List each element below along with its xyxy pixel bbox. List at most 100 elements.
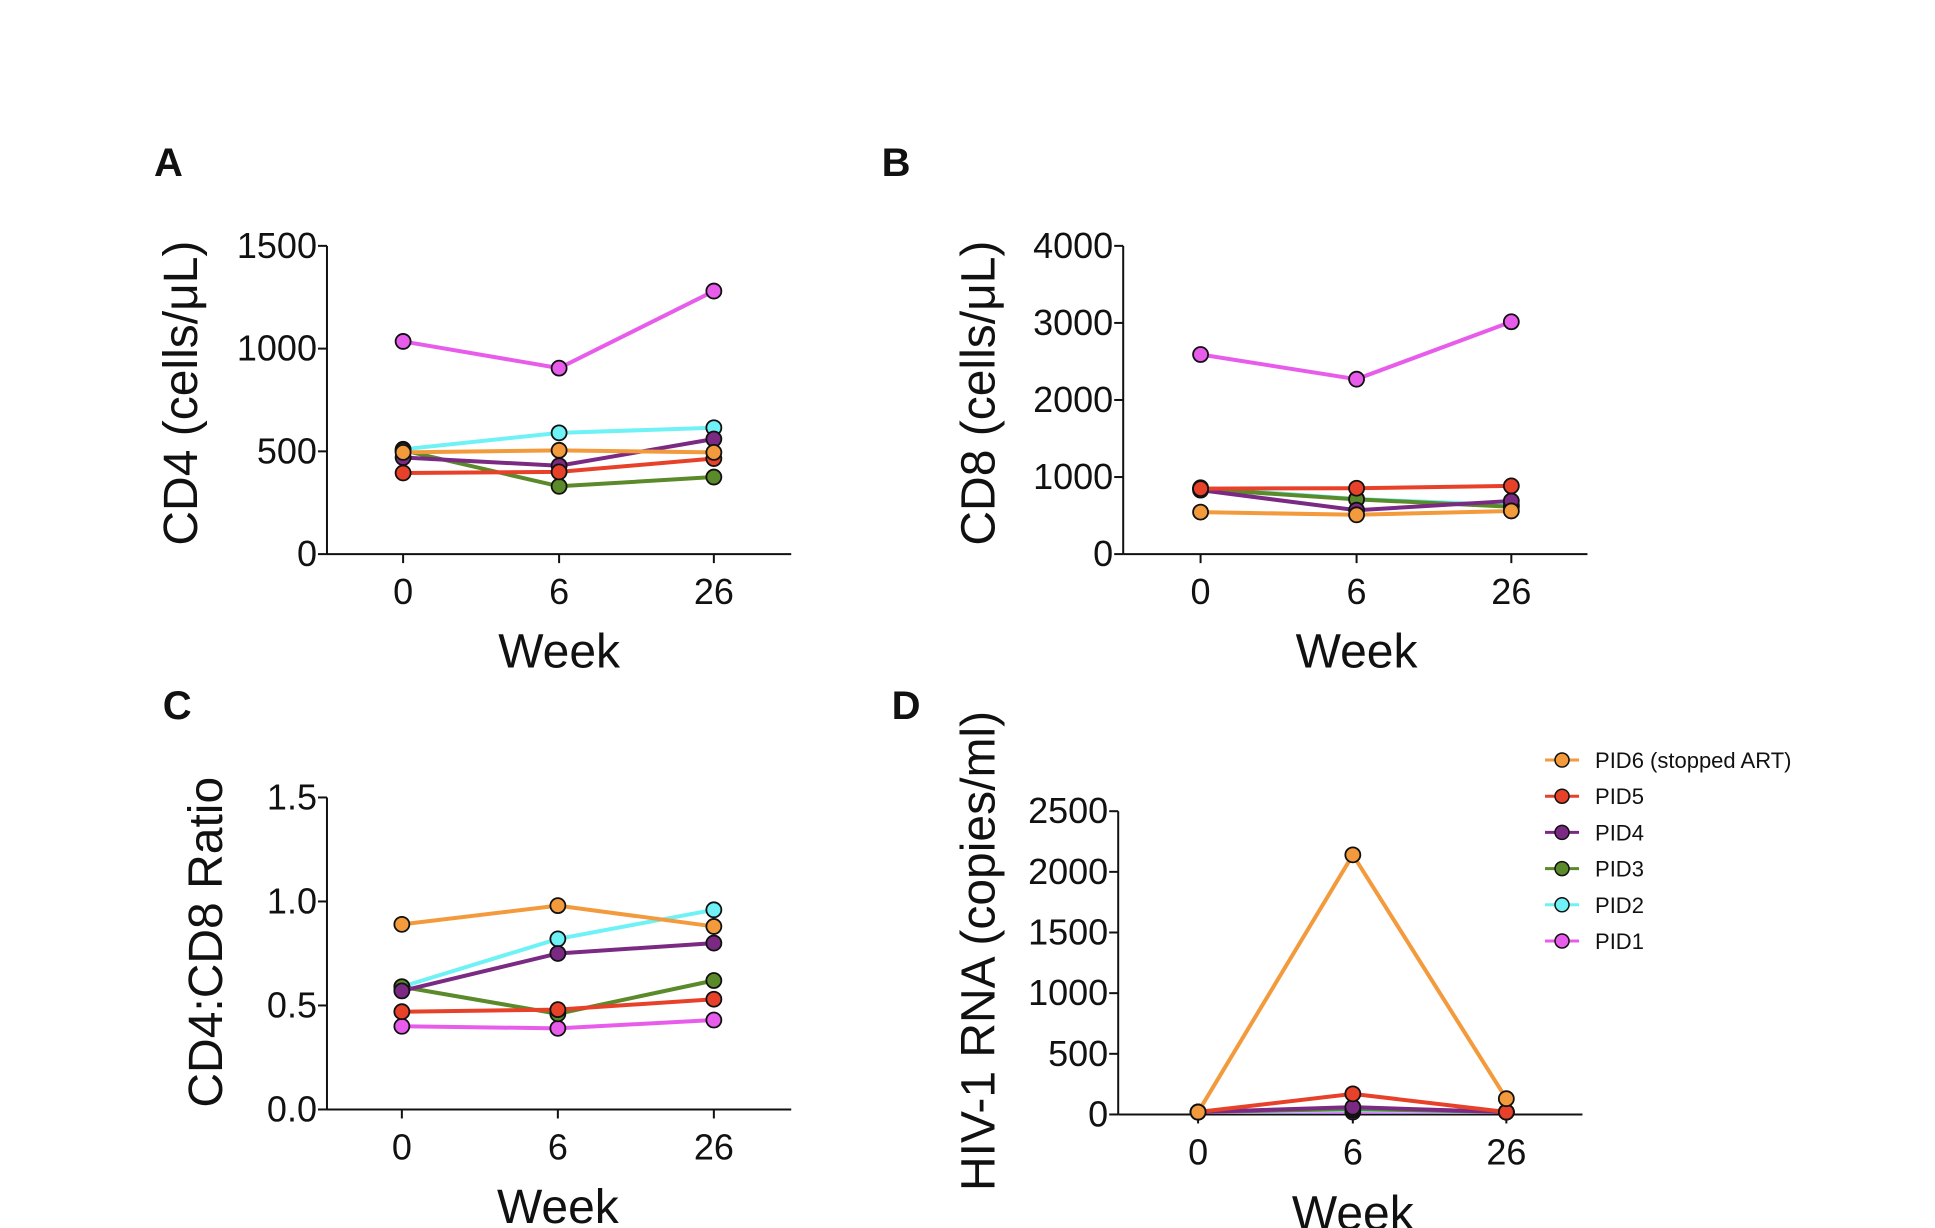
x-axis-title: Week — [497, 1181, 620, 1228]
data-point — [549, 1001, 567, 1019]
x-tick-label: 26 — [1491, 571, 1531, 612]
y-tick-label: 0 — [1088, 1093, 1108, 1134]
x-axis-title: Week — [498, 626, 621, 679]
y-tick-label: 500 — [257, 430, 317, 471]
y-tick-label: 2500 — [1028, 790, 1108, 831]
series-pid6 — [393, 897, 723, 935]
data-point — [550, 463, 568, 481]
legend-marker — [1554, 897, 1570, 913]
data-point — [1502, 313, 1520, 331]
y-tick-label: 0.0 — [267, 1088, 317, 1129]
data-point — [393, 915, 411, 933]
x-tick-label: 6 — [1347, 571, 1367, 612]
legend-item: PID6 (stopped ART) — [1545, 748, 1791, 773]
legend-marker — [1554, 933, 1570, 949]
data-point — [1497, 1090, 1515, 1108]
data-point — [550, 441, 568, 459]
legend-label: PID5 — [1595, 784, 1644, 809]
data-point — [550, 477, 568, 495]
data-point — [705, 990, 723, 1008]
data-point — [393, 1003, 411, 1021]
x-tick-label: 0 — [1188, 1131, 1208, 1172]
legend-marker — [1554, 788, 1570, 804]
data-point — [705, 918, 723, 935]
data-point — [705, 901, 723, 919]
data-point — [1348, 506, 1365, 524]
y-axis-title: CD4 (cells/μL) — [155, 241, 208, 546]
data-point — [1344, 846, 1362, 864]
legend-marker — [1554, 824, 1570, 841]
legend-item: PID5 — [1545, 784, 1644, 809]
panel-B: B 0 1000 2000 3000 4000 0 6 26 Week CD8 (cells/μL) — [882, 141, 1588, 679]
legend-label: PID1 — [1595, 929, 1644, 954]
y-tick-label: 2000 — [1033, 379, 1113, 420]
data-point — [1189, 1103, 1207, 1121]
y-tick-label: 4000 — [1033, 225, 1113, 266]
y-tick-label: 3000 — [1033, 302, 1113, 343]
panel-C: C 0.0 0.5 1.0 1.5 0 6 26 Week CD4:CD8 Ratio — [163, 684, 792, 1228]
y-axis-title: CD4:CD8 Ratio — [180, 777, 233, 1108]
data-point — [549, 945, 567, 962]
data-point — [705, 1011, 723, 1029]
x-tick-label: 0 — [393, 571, 413, 612]
data-point — [1348, 370, 1365, 388]
data-point — [393, 1017, 411, 1035]
y-axis-title: CD8 (cells/μL) — [953, 241, 1006, 546]
legend-label: PID6 (stopped ART) — [1595, 748, 1791, 773]
data-point — [705, 282, 723, 300]
data-point — [393, 982, 411, 1000]
data-point — [549, 930, 567, 948]
y-tick-label: 1000 — [237, 328, 317, 369]
panel-label: B — [882, 141, 911, 185]
legend-label: PID3 — [1595, 857, 1644, 882]
legend-item: PID1 — [1545, 929, 1644, 954]
panel-label: C — [163, 684, 192, 728]
x-tick-label: 26 — [694, 1126, 734, 1167]
data-point — [549, 1019, 567, 1037]
y-tick-label: 1.5 — [267, 776, 317, 817]
data-point — [1502, 502, 1520, 520]
y-tick-label: 0 — [1093, 533, 1113, 574]
series-pid6 — [1192, 502, 1520, 524]
legend-label: PID4 — [1595, 820, 1644, 845]
x-tick-label: 26 — [1486, 1131, 1526, 1172]
x-tick-label: 6 — [548, 1126, 568, 1167]
data-point — [705, 443, 723, 461]
y-axis-title: HIV-1 RNA (copies/ml) — [953, 711, 1006, 1191]
data-point — [705, 972, 723, 989]
series-pid6 — [394, 441, 723, 461]
data-point — [394, 464, 412, 482]
series-line — [1200, 319, 1513, 382]
data-point — [550, 359, 568, 377]
data-point — [394, 443, 412, 461]
data-point — [1348, 479, 1365, 497]
panel-label: A — [154, 141, 183, 185]
legend-item: PID3 — [1545, 857, 1644, 882]
data-point — [1192, 480, 1209, 498]
series-pid6 — [1189, 846, 1515, 1121]
legend-item: PID4 — [1545, 820, 1644, 845]
data-point — [1502, 477, 1520, 495]
legend-item: PID2 — [1545, 893, 1644, 918]
x-tick-label: 6 — [549, 571, 569, 612]
data-point — [705, 468, 723, 486]
x-axis-title: Week — [1296, 626, 1419, 679]
series-line — [402, 289, 715, 371]
data-point — [1344, 1085, 1362, 1103]
y-tick-label: 0 — [297, 533, 317, 574]
panel-label: D — [892, 684, 921, 728]
data-point — [549, 897, 567, 915]
y-tick-label: 500 — [1048, 1033, 1108, 1074]
x-axis-title: Week — [1292, 1187, 1415, 1228]
legend: PID6 (stopped ART) PID5 PID4 PID3 PID2 PID1 — [1545, 748, 1791, 954]
y-tick-label: 1000 — [1033, 456, 1113, 497]
y-tick-label: 0.5 — [267, 984, 317, 1025]
data-point — [550, 424, 568, 442]
x-tick-label: 0 — [392, 1126, 412, 1167]
x-tick-label: 0 — [1191, 571, 1211, 612]
x-tick-label: 6 — [1343, 1131, 1363, 1172]
y-tick-label: 1500 — [1028, 912, 1108, 953]
data-point — [1192, 346, 1209, 363]
series-line — [1196, 851, 1509, 1114]
